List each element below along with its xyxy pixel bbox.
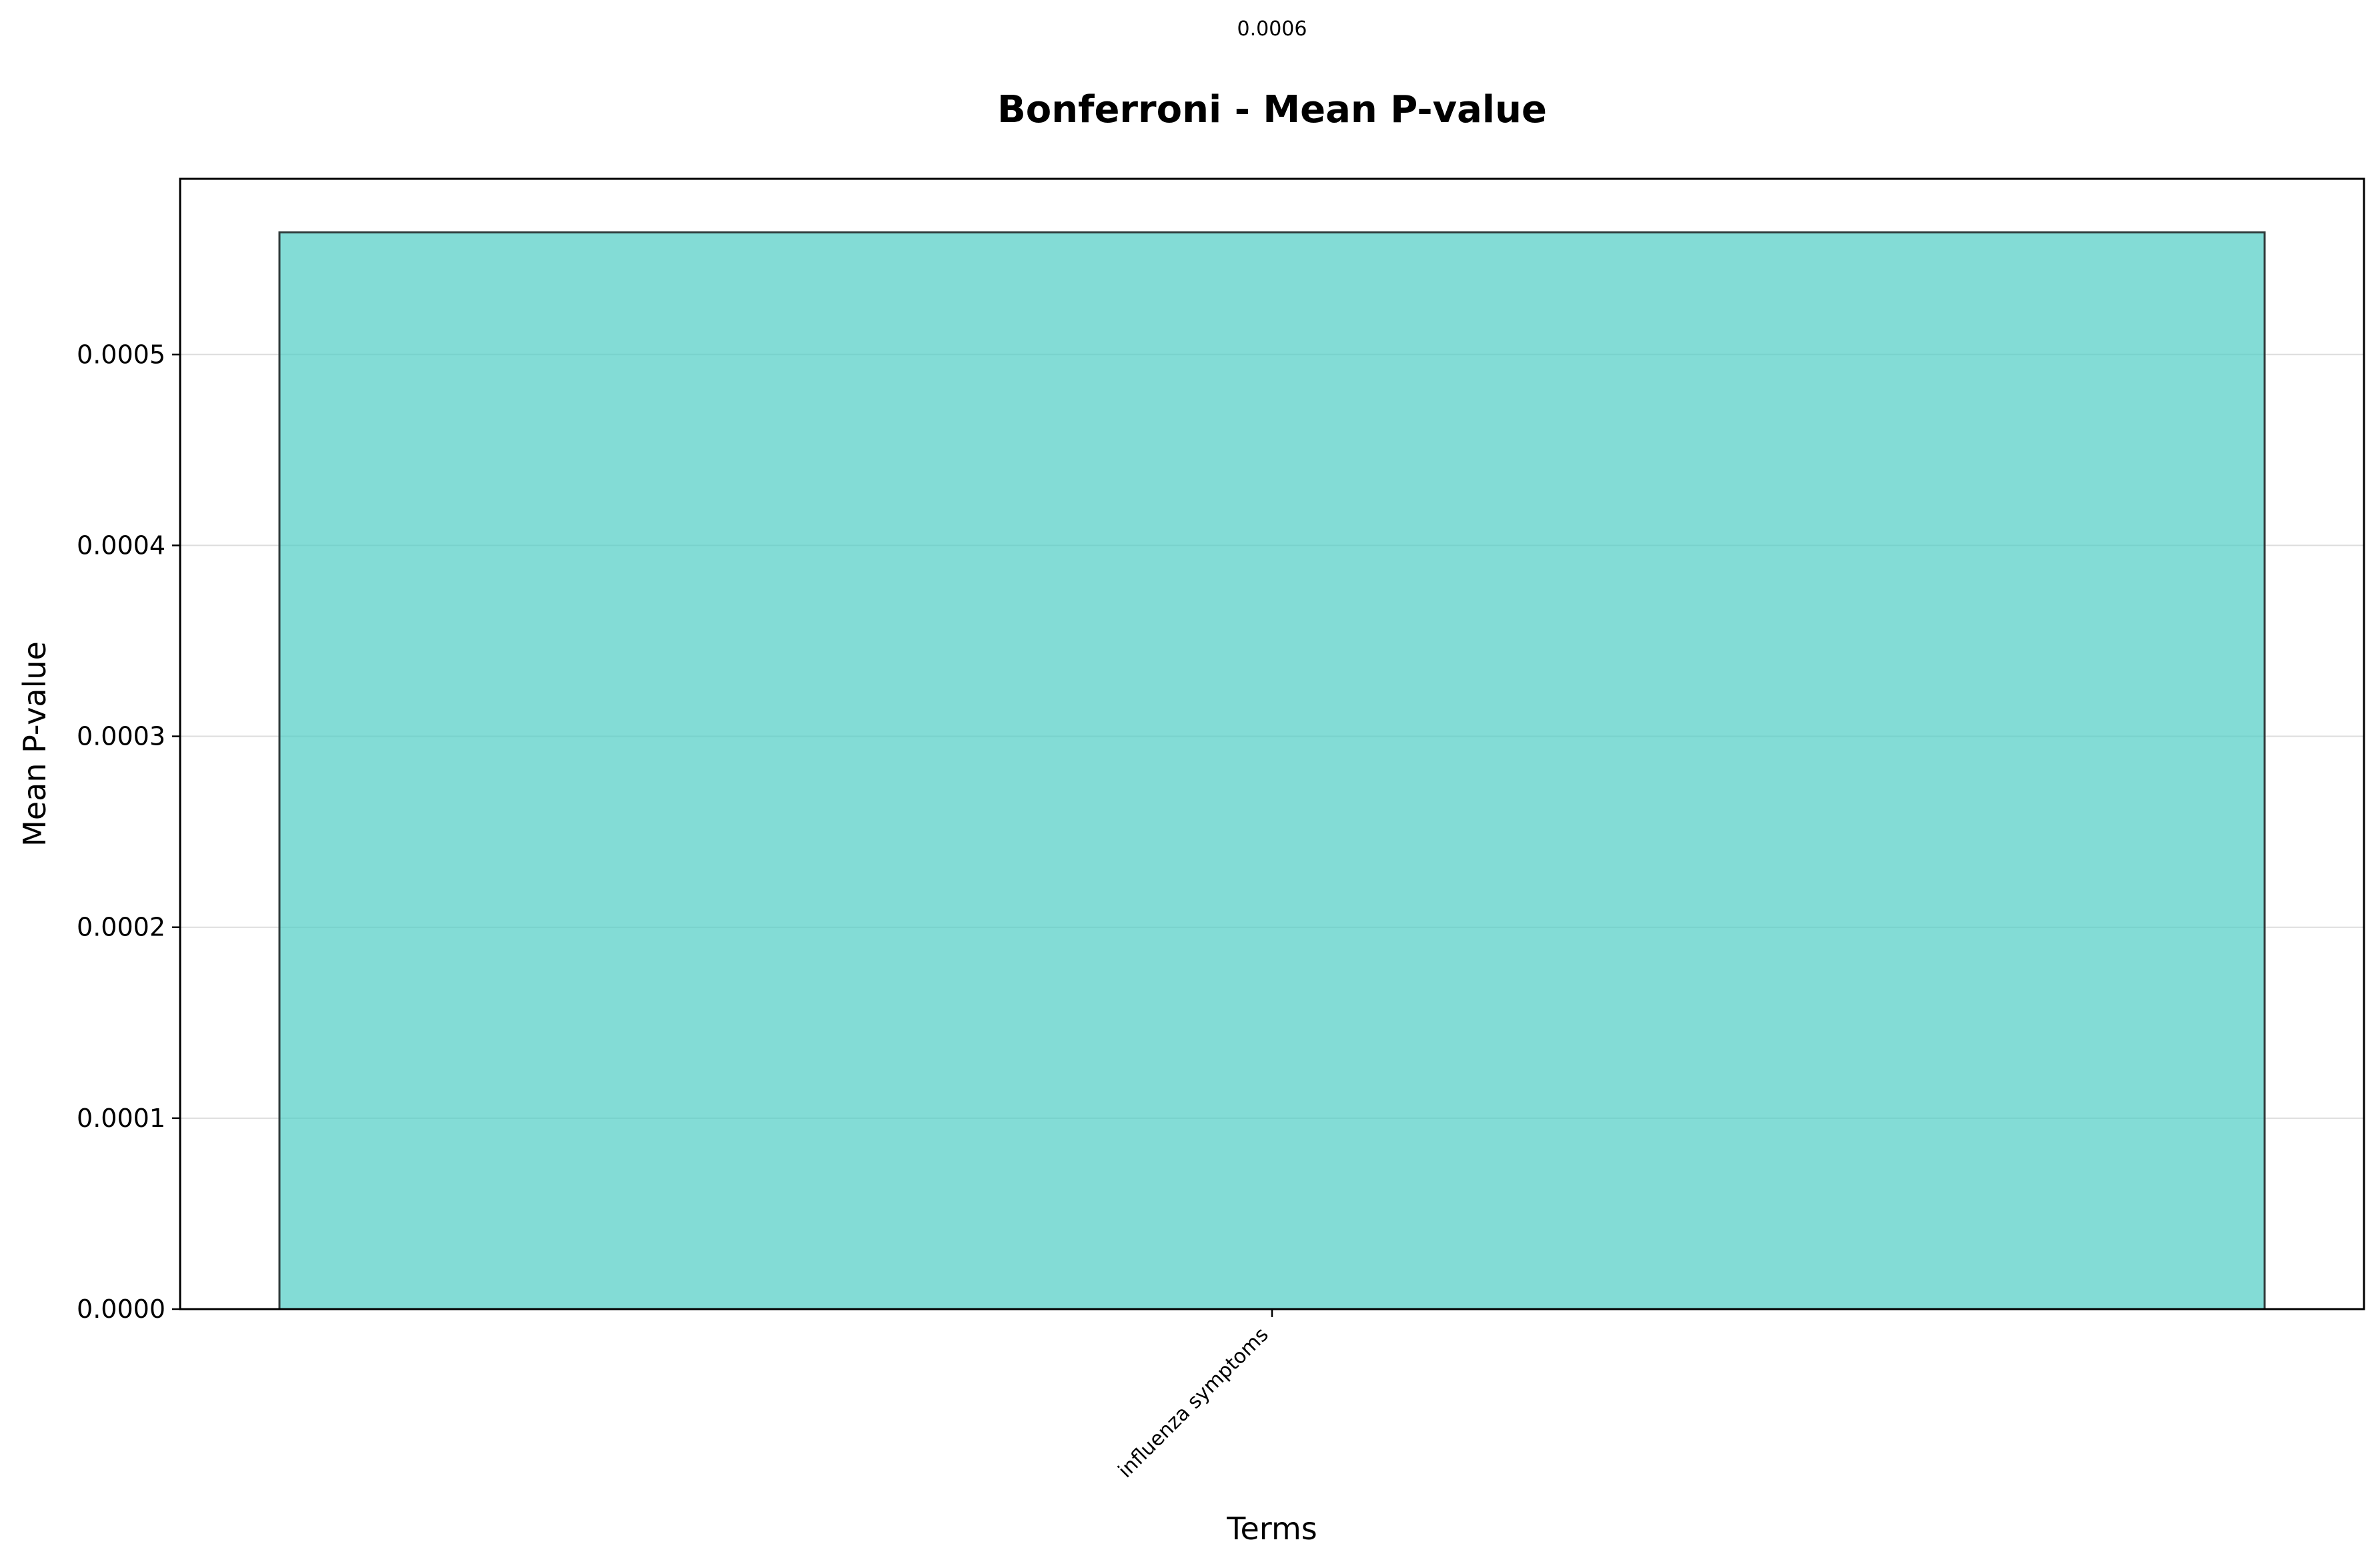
y-tick-label: 0.0001 <box>77 1104 165 1133</box>
y-tick-label: 0.0003 <box>77 722 165 751</box>
bar-value-label: 0.0006 <box>1237 17 1307 41</box>
data-labels: 0.0006 <box>1237 17 1307 41</box>
x-axis-ticks: influenza symptoms <box>1114 1309 1273 1483</box>
y-axis-ticks: 0.0000 0.0001 0.0002 0.0003 0.0004 0.0005 <box>77 340 180 1324</box>
x-axis-label: Terms <box>1226 1511 1317 1547</box>
x-tick-label: influenza symptoms <box>1114 1323 1273 1483</box>
chart-title: Bonferroni - Mean P-value <box>997 88 1547 131</box>
bars <box>278 231 2266 1310</box>
y-tick-label: 0.0000 <box>77 1294 165 1324</box>
bar <box>278 231 2266 1310</box>
y-tick-label: 0.0004 <box>77 530 165 560</box>
y-tick-label: 0.0002 <box>77 913 165 942</box>
y-axis-label: Mean P-value <box>17 641 53 847</box>
y-tick-label: 0.0005 <box>77 340 165 369</box>
